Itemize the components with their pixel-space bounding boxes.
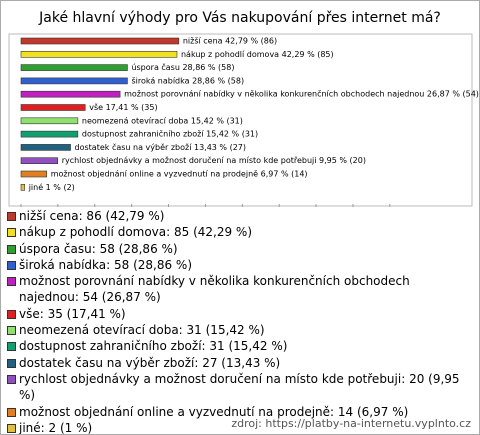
legend-swatch	[7, 326, 16, 336]
legend-item: možnost objednání online a vyzvednutí na…	[7, 404, 473, 420]
bar	[20, 50, 178, 58]
bar	[20, 117, 79, 125]
legend-item: neomezená otevírací doba: 31 (15,42 %)	[7, 322, 473, 338]
legend-label: neomezená otevírací doba: 31 (15,42 %)	[19, 323, 265, 338]
legend-label: dostupnost zahraničního zboží: 31 (15,42…	[19, 339, 288, 354]
bar	[20, 144, 71, 151]
legend-label: rychlost objednávky a možnost doručení n…	[19, 371, 460, 403]
bar-label: široká nabídka 28,86 % (58)	[131, 75, 244, 85]
legend-swatch	[7, 358, 16, 368]
legend-label: úspora času: 58 (28,86 %)	[19, 241, 178, 256]
legend-item: možnost porovnání nabídky v několika kon…	[7, 273, 473, 306]
bar	[20, 64, 128, 71]
bar-label: rychlost objednávky a možnost doručení n…	[62, 155, 366, 165]
bar-label: neomezená otevírací doba 15,42 % (31)	[82, 116, 243, 125]
bar-label: vše 17,41 % (35)	[89, 102, 157, 112]
bar	[20, 157, 59, 164]
bar	[20, 184, 25, 191]
legend-swatch	[7, 423, 16, 433]
legend-item: nižší cena: 86 (42,79 %)	[7, 208, 473, 224]
legend-swatch	[7, 309, 16, 319]
legend-swatch	[7, 374, 16, 384]
legend-label: dostatek času na výběr zboží: 27 (13,43 …	[19, 355, 281, 370]
bar	[20, 77, 128, 85]
legend-item: dostupnost zahraničního zboží: 31 (15,42…	[7, 338, 473, 354]
legend-label: nákup z pohodlí domova: 85 (42,29 %)	[19, 225, 253, 240]
bar	[20, 130, 79, 138]
bar-label: možnost porovnání nabídky v několika kon…	[124, 89, 479, 99]
bar-label: možnost objednání online a vyzvednutí na…	[51, 170, 308, 179]
legend-item: rychlost objednávky a možnost doručení n…	[7, 371, 473, 404]
bar-label: jiné 1 % (2)	[28, 182, 75, 192]
legend-item: široká nabídka: 58 (28,86 %)	[7, 257, 473, 273]
plot: Jaké hlavní výhody pro Vás nakupování př…	[8, 10, 479, 207]
legend-label: široká nabídka: 58 (28,86 %)	[19, 257, 192, 272]
legend-label: nižší cena: 86 (42,79 %)	[19, 209, 165, 223]
legend-label: vše: 35 (17,41 %)	[19, 306, 126, 321]
chart-title: Jaké hlavní výhody pro Vás nakupování př…	[38, 10, 441, 26]
legend-item: nákup z pohodlí domova: 85 (42,29 %)	[7, 224, 473, 240]
bar	[20, 37, 180, 45]
legend-label: možnost objednání online a vyzvednutí na…	[19, 404, 409, 419]
legend-swatch	[7, 244, 16, 254]
plot-area	[8, 33, 473, 207]
bar	[20, 170, 48, 178]
source: zdroj: https://platby-na-internetu.vypln…	[231, 417, 471, 430]
bar-label: úspora času 28,86 % (58)	[131, 62, 234, 72]
legend-swatch	[7, 407, 16, 417]
legend-swatch	[7, 212, 16, 221]
legend-swatch	[7, 277, 16, 287]
legend-swatch	[7, 342, 16, 352]
legend-swatch	[7, 228, 16, 238]
bar-label: nižší cena 42,79 % (86)	[183, 36, 277, 46]
legend-item: jiné: 2 (1 %)	[7, 420, 473, 435]
bar	[20, 90, 121, 98]
bar-label: nákup z pohodlí domova 42,29 % (85)	[181, 50, 334, 59]
bar-label: dostatek času na výběr zboží 13,43 % (27…	[75, 142, 246, 152]
legend-label: jiné: 2 (1 %)	[19, 420, 93, 435]
legend-swatch	[7, 260, 16, 270]
bar-label: dostupnost zahraničního zboží 15,42 % (3…	[82, 129, 258, 139]
legend: nižší cena: 86 (42,79 %) nákup z pohodlí …	[7, 208, 473, 435]
bar	[20, 104, 86, 111]
legend-label: možnost porovnání nabídky v několika kon…	[19, 274, 410, 305]
legend-item: úspora času: 58 (28,86 %)	[7, 241, 473, 257]
legend-item: vše: 35 (17,41 %)	[7, 306, 473, 322]
legend-item: dostatek času na výběr zboží: 27 (13,43 …	[7, 355, 473, 371]
